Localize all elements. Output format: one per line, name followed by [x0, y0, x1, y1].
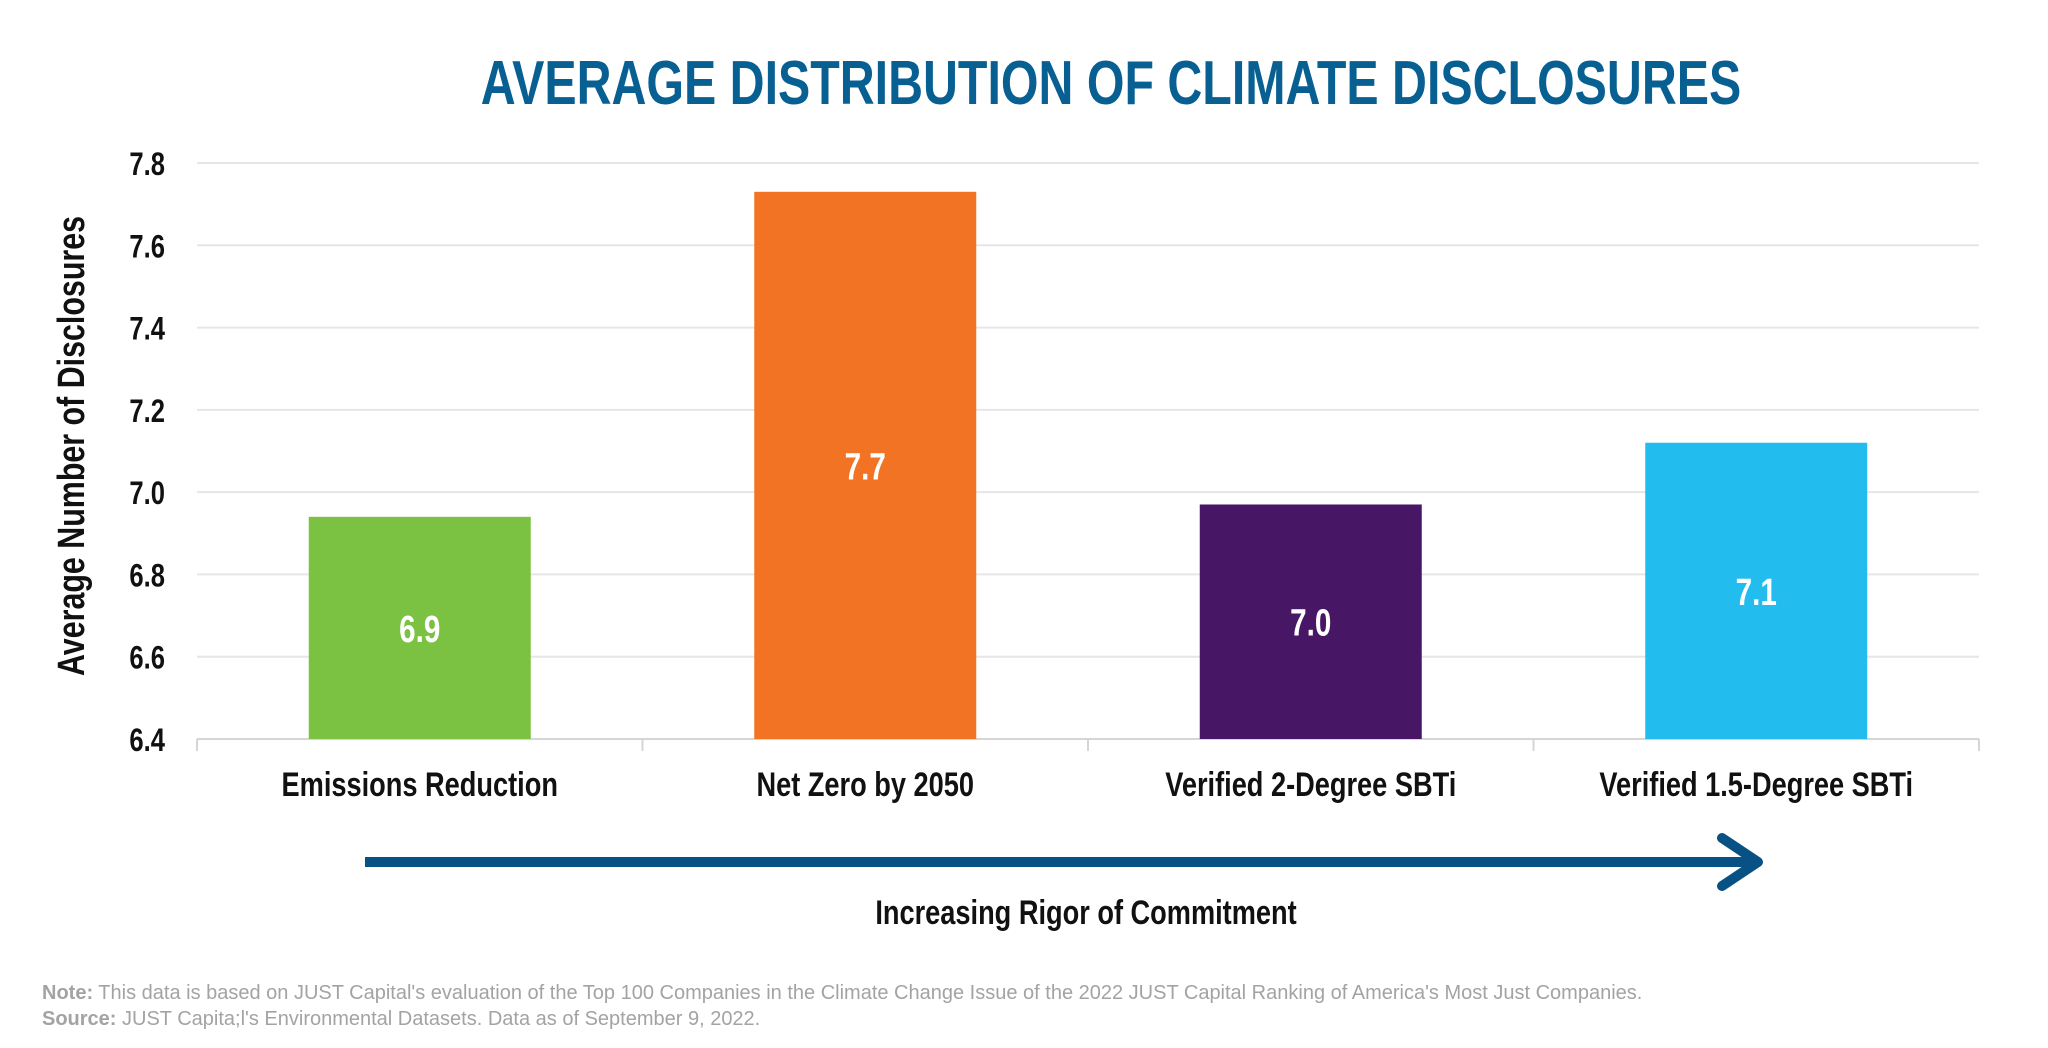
footer-source: Source: JUST Capita;l's Environmental Da… [42, 1006, 1642, 1032]
y-axis-label: Average Number of Disclosures [51, 216, 93, 676]
y-tick-label: 6.4 [129, 723, 165, 758]
category-label: Net Zero by 2050 [756, 765, 974, 804]
source-text: JUST Capita;l's Environmental Datasets. … [116, 1008, 761, 1030]
bar [308, 516, 531, 739]
data-label: 7.7 [845, 446, 886, 488]
category-label: Verified 2-Degree SBTi [1165, 765, 1456, 804]
bar [754, 191, 977, 740]
chart-title: AVERAGE DISTRIBUTION OF CLIMATE DISCLOSU… [481, 48, 1741, 117]
y-tick-label: 7.6 [129, 230, 165, 265]
data-label: 6.9 [399, 608, 440, 650]
y-tick-label: 7.8 [129, 147, 165, 182]
category-label: Emissions Reduction [282, 765, 558, 804]
y-tick-label: 7.2 [129, 394, 165, 429]
x-axis-label: Increasing Rigor of Commitment [875, 893, 1296, 932]
bar [1199, 504, 1422, 739]
y-tick-label: 7.0 [129, 477, 165, 512]
y-tick-label: 6.6 [129, 641, 165, 676]
note-text: This data is based on JUST Capital's eva… [93, 982, 1643, 1004]
category-label: Verified 1.5-Degree SBTi [1599, 765, 1913, 804]
y-tick-labels: 6.4 6.6 6.8 7.0 7.2 7.4 7.6 7.8 [129, 147, 165, 758]
source-label: Source: [42, 1008, 117, 1030]
y-tick-label: 7.4 [129, 312, 165, 347]
note-label: Note: [42, 982, 94, 1004]
data-label: 7.0 [1290, 602, 1331, 644]
bars: 6.9 7.7 7.0 7.1 [308, 191, 1868, 740]
bar [1645, 442, 1868, 739]
footer-note: Note: This data is based on JUST Capital… [42, 980, 1642, 1006]
data-label: 7.1 [1736, 571, 1777, 613]
x-tick-labels: Emissions Reduction Net Zero by 2050 Verif… [282, 765, 1914, 804]
y-tick-label: 6.8 [129, 559, 165, 594]
footer: Note: This data is based on JUST Capital… [42, 980, 1642, 1032]
rigor-arrow [365, 833, 1763, 891]
